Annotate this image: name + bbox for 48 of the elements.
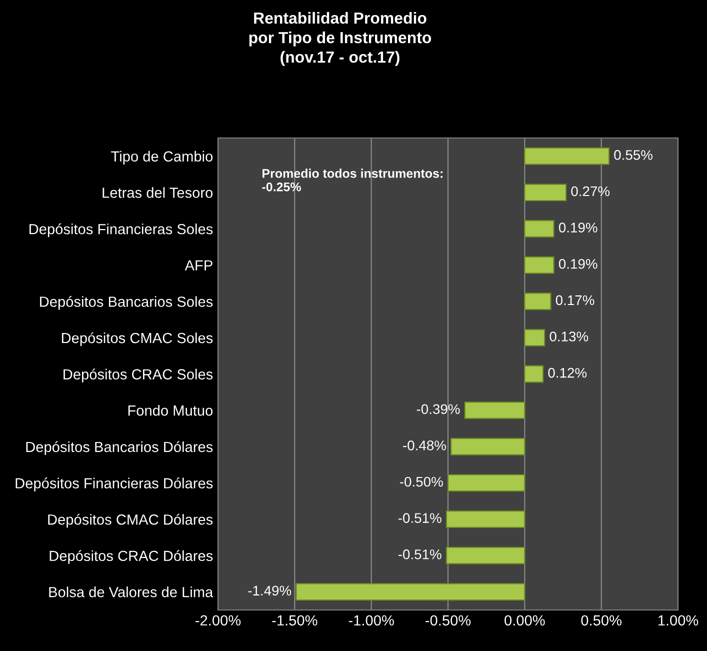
y-tick-label: AFP bbox=[184, 260, 212, 270]
data-label: -0.50% bbox=[400, 476, 443, 487]
y-tick-label: Tipo de Cambio bbox=[111, 150, 213, 164]
data-label: -0.51% bbox=[398, 549, 442, 560]
y-tick-label: Depósitos Financieras Soles bbox=[30, 223, 213, 238]
bar bbox=[447, 474, 526, 492]
data-label: -0.48% bbox=[403, 440, 446, 450]
data-label: 0.13% bbox=[550, 332, 588, 342]
bar bbox=[524, 184, 567, 202]
bar bbox=[524, 256, 554, 274]
y-tick-label: Depósitos CMAC Soles bbox=[62, 332, 213, 346]
data-label: -0.51% bbox=[398, 513, 442, 523]
data-label: -1.49% bbox=[248, 586, 292, 596]
bar bbox=[524, 220, 554, 238]
x-tick-label: -1.50% bbox=[272, 615, 318, 626]
data-label: 0.17% bbox=[556, 295, 594, 306]
x-tick-label: 0.00% bbox=[504, 615, 545, 626]
x-tick-label: -0.50% bbox=[426, 615, 471, 626]
y-tick-label: Fondo Mutuo bbox=[128, 405, 213, 416]
bar bbox=[464, 402, 526, 420]
y-tick-label: Letras del Tesoro bbox=[102, 187, 213, 198]
x-tick-label: -1.00% bbox=[348, 615, 394, 626]
y-tick-label: Bolsa de Valores de Lima bbox=[49, 586, 214, 598]
bar bbox=[446, 546, 526, 564]
x-tick-label: 0.50% bbox=[581, 615, 622, 626]
annotation: Promedio todos instrumentos: -0.25% bbox=[262, 168, 442, 192]
bar bbox=[524, 328, 546, 346]
data-label: 0.19% bbox=[558, 222, 598, 232]
bar bbox=[450, 438, 526, 456]
y-tick-label: Depósitos CRAC Dólares bbox=[50, 550, 213, 564]
chart-title: Rentabilidad Promedio por Tipo de Instrumento (nov.17 - oct.17) bbox=[249, 12, 432, 66]
y-tick-label: Depósitos Bancarios Soles bbox=[40, 296, 213, 310]
data-label: 0.55% bbox=[614, 150, 652, 160]
y-tick-label: Depósitos CRAC Soles bbox=[64, 368, 213, 382]
y-tick-label: Depósitos Financieras Dólares bbox=[16, 478, 213, 492]
bar bbox=[524, 365, 544, 383]
data-label: 0.12% bbox=[548, 368, 587, 378]
bar bbox=[296, 583, 526, 601]
bar bbox=[446, 510, 526, 528]
y-tick-label: Depósitos Bancarios Dólares bbox=[26, 441, 213, 456]
data-label: -0.39% bbox=[416, 404, 460, 414]
data-label: 0.19% bbox=[558, 258, 598, 269]
bar bbox=[524, 147, 610, 165]
bar bbox=[524, 292, 552, 310]
y-tick-label: Depósitos CMAC Dólares bbox=[48, 514, 213, 528]
data-label: 0.27% bbox=[571, 186, 610, 196]
x-tick-label: 1.00% bbox=[658, 615, 698, 626]
x-tick-label: -2.00% bbox=[196, 615, 241, 626]
